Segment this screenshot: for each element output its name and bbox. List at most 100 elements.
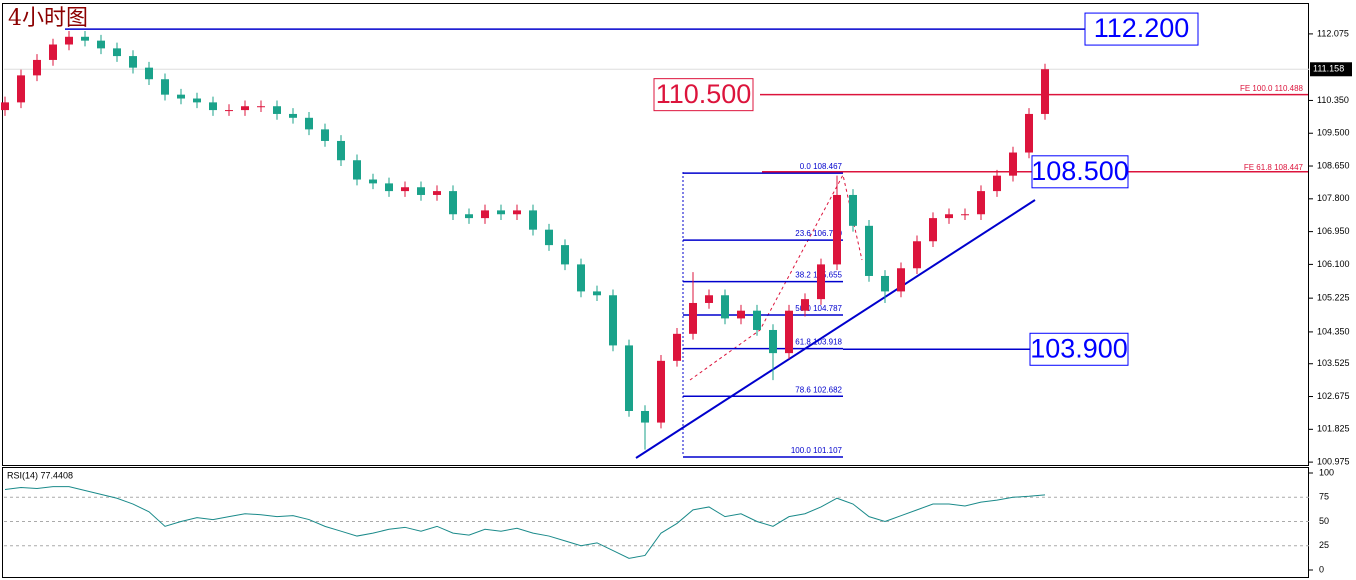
candle-body: [385, 183, 393, 192]
candle-body: [657, 360, 665, 423]
candle-body: [625, 345, 633, 411]
rsi-panel: [2, 467, 1309, 578]
chart-title: 4小时图: [8, 6, 88, 31]
candle-body: [225, 110, 233, 112]
candle-body: [593, 291, 601, 296]
y-tick-label: 103.525: [1317, 358, 1350, 368]
y-tick-label: 108.650: [1317, 160, 1350, 170]
candle-body: [929, 218, 937, 242]
candle-body: [1041, 69, 1049, 114]
candle-body: [1009, 152, 1017, 176]
candle-body: [289, 113, 297, 118]
candle-body: [417, 187, 425, 195]
price-panel: [2, 3, 1309, 466]
y-tick-label: 109.500: [1317, 128, 1350, 138]
candle-body: [305, 117, 313, 130]
candle-body: [465, 214, 473, 219]
candle-body: [81, 36, 89, 41]
candle-body: [529, 210, 537, 230]
candle-body: [17, 75, 25, 103]
candle-body: [849, 194, 857, 226]
candle-body: [193, 98, 201, 103]
fe-label: FE 100.0 110.488: [1240, 84, 1304, 93]
y-tick-label: 101.825: [1317, 424, 1350, 434]
candle-body: [801, 299, 809, 311]
candle-body: [641, 410, 649, 423]
level-box: [1031, 155, 1129, 189]
candle-body: [961, 214, 969, 216]
candle-body: [1025, 113, 1033, 153]
candle-body: [561, 245, 569, 265]
candle-body: [833, 194, 841, 265]
candle-body: [209, 102, 217, 111]
candle-body: [769, 329, 777, 354]
y-tick-label: 107.800: [1317, 193, 1350, 203]
candle-body: [321, 129, 329, 141]
candle-body: [241, 106, 249, 111]
candle-body: [257, 106, 265, 108]
candle-body: [673, 333, 681, 361]
y-tick-label: 104.350: [1317, 326, 1350, 336]
rsi-line: [4, 486, 1046, 559]
candle-body: [33, 59, 41, 76]
candle-body: [817, 264, 825, 300]
fib-label: 61.8 103.918: [795, 338, 842, 347]
candle-body: [785, 310, 793, 354]
candle-body: [721, 295, 729, 319]
candle-body: [881, 275, 889, 292]
candle-body: [513, 210, 521, 215]
candle-body: [177, 94, 185, 99]
level-label: 108.500: [1031, 156, 1129, 186]
candle-body: [49, 44, 57, 60]
candle-body: [449, 191, 457, 215]
candle-body: [161, 79, 169, 95]
candle-body: [577, 264, 585, 292]
y-tick-label: 106.950: [1317, 226, 1350, 236]
candle-body: [129, 56, 137, 68]
fe-path: [689, 173, 863, 381]
candle-body: [273, 106, 281, 114]
y-tick-label: 102.675: [1317, 391, 1350, 401]
candle-body: [497, 210, 505, 215]
y-tick-label: 112.075: [1317, 28, 1349, 38]
rsi-tick-label: 0: [1319, 564, 1324, 574]
level-box: [1084, 12, 1199, 46]
rsi-tick-label: 25: [1319, 540, 1329, 550]
candle-body: [609, 295, 617, 346]
fib-label: 23.6 106.730: [795, 229, 842, 238]
last-price-box: [1310, 62, 1352, 77]
last-price: 111.158: [1313, 64, 1344, 74]
candle-body: [353, 160, 361, 180]
level-box: [1029, 332, 1129, 366]
level-box: [653, 78, 754, 112]
candle-body: [337, 140, 345, 161]
candle-body: [97, 40, 105, 49]
candle-body: [1, 102, 9, 111]
y-tick-label: 105.225: [1317, 293, 1350, 303]
candle-body: [689, 302, 697, 334]
candle-body: [865, 225, 873, 276]
rsi-label: RSI(14) 77.4408: [7, 470, 73, 480]
y-tick-label: 106.100: [1317, 259, 1350, 269]
candle-body: [753, 310, 761, 330]
fib-label: 100.0 101.107: [791, 446, 843, 455]
candle-body: [481, 210, 489, 219]
fib-label: 78.6 102.682: [795, 385, 842, 394]
candle-body: [897, 268, 905, 292]
candle-body: [993, 175, 1001, 192]
candle-body: [705, 295, 713, 303]
candle-body: [433, 191, 441, 195]
candle-body: [369, 179, 377, 184]
fe-label: FE 61.8 108.447: [1244, 163, 1304, 172]
level-label: 112.200: [1094, 13, 1190, 43]
y-tick-label: 100.975: [1317, 456, 1350, 466]
rsi-tick-label: 100: [1319, 467, 1334, 477]
fib-label: 0.0 108.467: [800, 162, 843, 171]
level-label: 110.500: [656, 79, 752, 109]
rsi-tick-label: 50: [1319, 516, 1329, 526]
candle-body: [737, 310, 745, 319]
candle-body: [945, 214, 953, 219]
candle-body: [545, 229, 553, 246]
candle-body: [977, 191, 985, 215]
